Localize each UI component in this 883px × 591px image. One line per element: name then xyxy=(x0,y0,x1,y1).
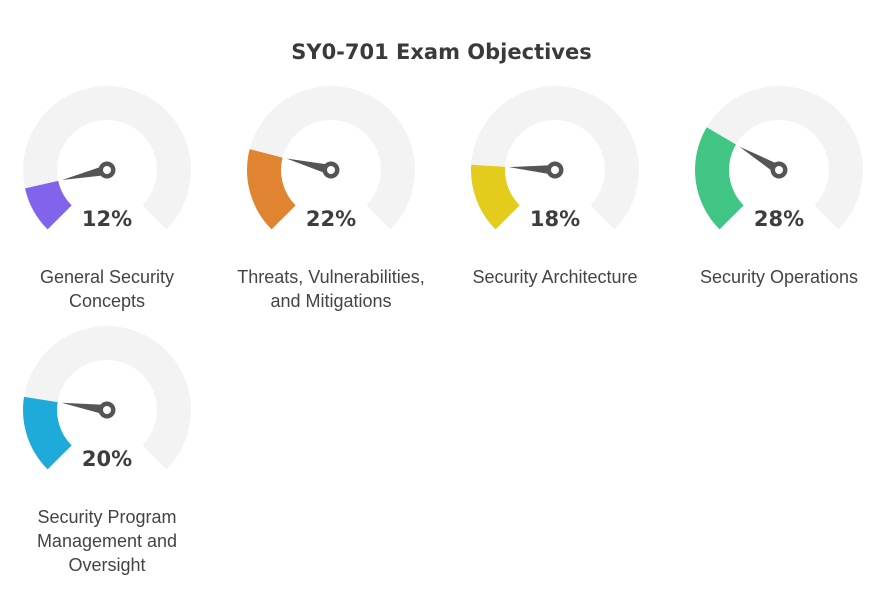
gauge-percentage: 20% xyxy=(81,447,133,471)
gauge-hub-center xyxy=(327,166,335,174)
gauge-needle xyxy=(286,158,333,175)
gauge-general-security-concepts: 12% General Security Concepts xyxy=(0,86,230,348)
gauge-percentage: 28% xyxy=(753,207,805,231)
gauge-label: General Security Concepts xyxy=(39,267,175,311)
gauge-label: Security Program Management and Oversigh… xyxy=(36,507,178,575)
gauge-value-arc xyxy=(22,396,72,470)
gauge-value-arc xyxy=(471,164,520,230)
gauge-hub-center xyxy=(551,166,559,174)
gauge-needle xyxy=(61,402,108,415)
gauge-security-architecture: 18% Security Architecture xyxy=(448,86,678,348)
gauge-needle xyxy=(509,165,556,175)
gauge-dial xyxy=(471,86,639,230)
gauge-value-arc xyxy=(25,180,72,230)
chart-title: SY0-701 Exam Objectives xyxy=(291,40,592,64)
gauge-percentage: 22% xyxy=(305,207,357,231)
gauge-hub-center xyxy=(103,166,111,174)
gauge-dial xyxy=(22,326,191,470)
gauge-dial xyxy=(23,86,191,230)
gauge-percentage: 12% xyxy=(81,207,133,231)
gauge-dial xyxy=(695,86,863,230)
gauge-dial xyxy=(247,86,415,230)
gauge-hub-center xyxy=(775,166,783,174)
gauge-track xyxy=(23,326,191,470)
gauge-needle xyxy=(62,165,109,181)
gauge-label: Security Operations xyxy=(699,267,859,287)
gauge-security-program-management: 20% Security Program Management and Over… xyxy=(0,326,230,588)
gauge-hub-center xyxy=(103,406,111,414)
gauge-threats-vulnerabilities-mitigations: 22% Threats, Vulnerabilities, and Mitiga… xyxy=(224,86,454,348)
gauge-value-arc xyxy=(247,149,296,230)
gauge-security-operations: 28% Security Operations xyxy=(672,86,883,348)
gauge-label: Security Architecture xyxy=(472,267,638,287)
gauge-value-arc xyxy=(695,127,744,230)
gauge-label: Threats, Vulnerabilities, and Mitigation… xyxy=(237,267,425,311)
gauge-track xyxy=(23,86,191,230)
gauge-track xyxy=(247,86,415,230)
gauge-track xyxy=(471,86,639,230)
gauge-percentage: 18% xyxy=(529,207,581,231)
gauge-track xyxy=(695,86,863,230)
